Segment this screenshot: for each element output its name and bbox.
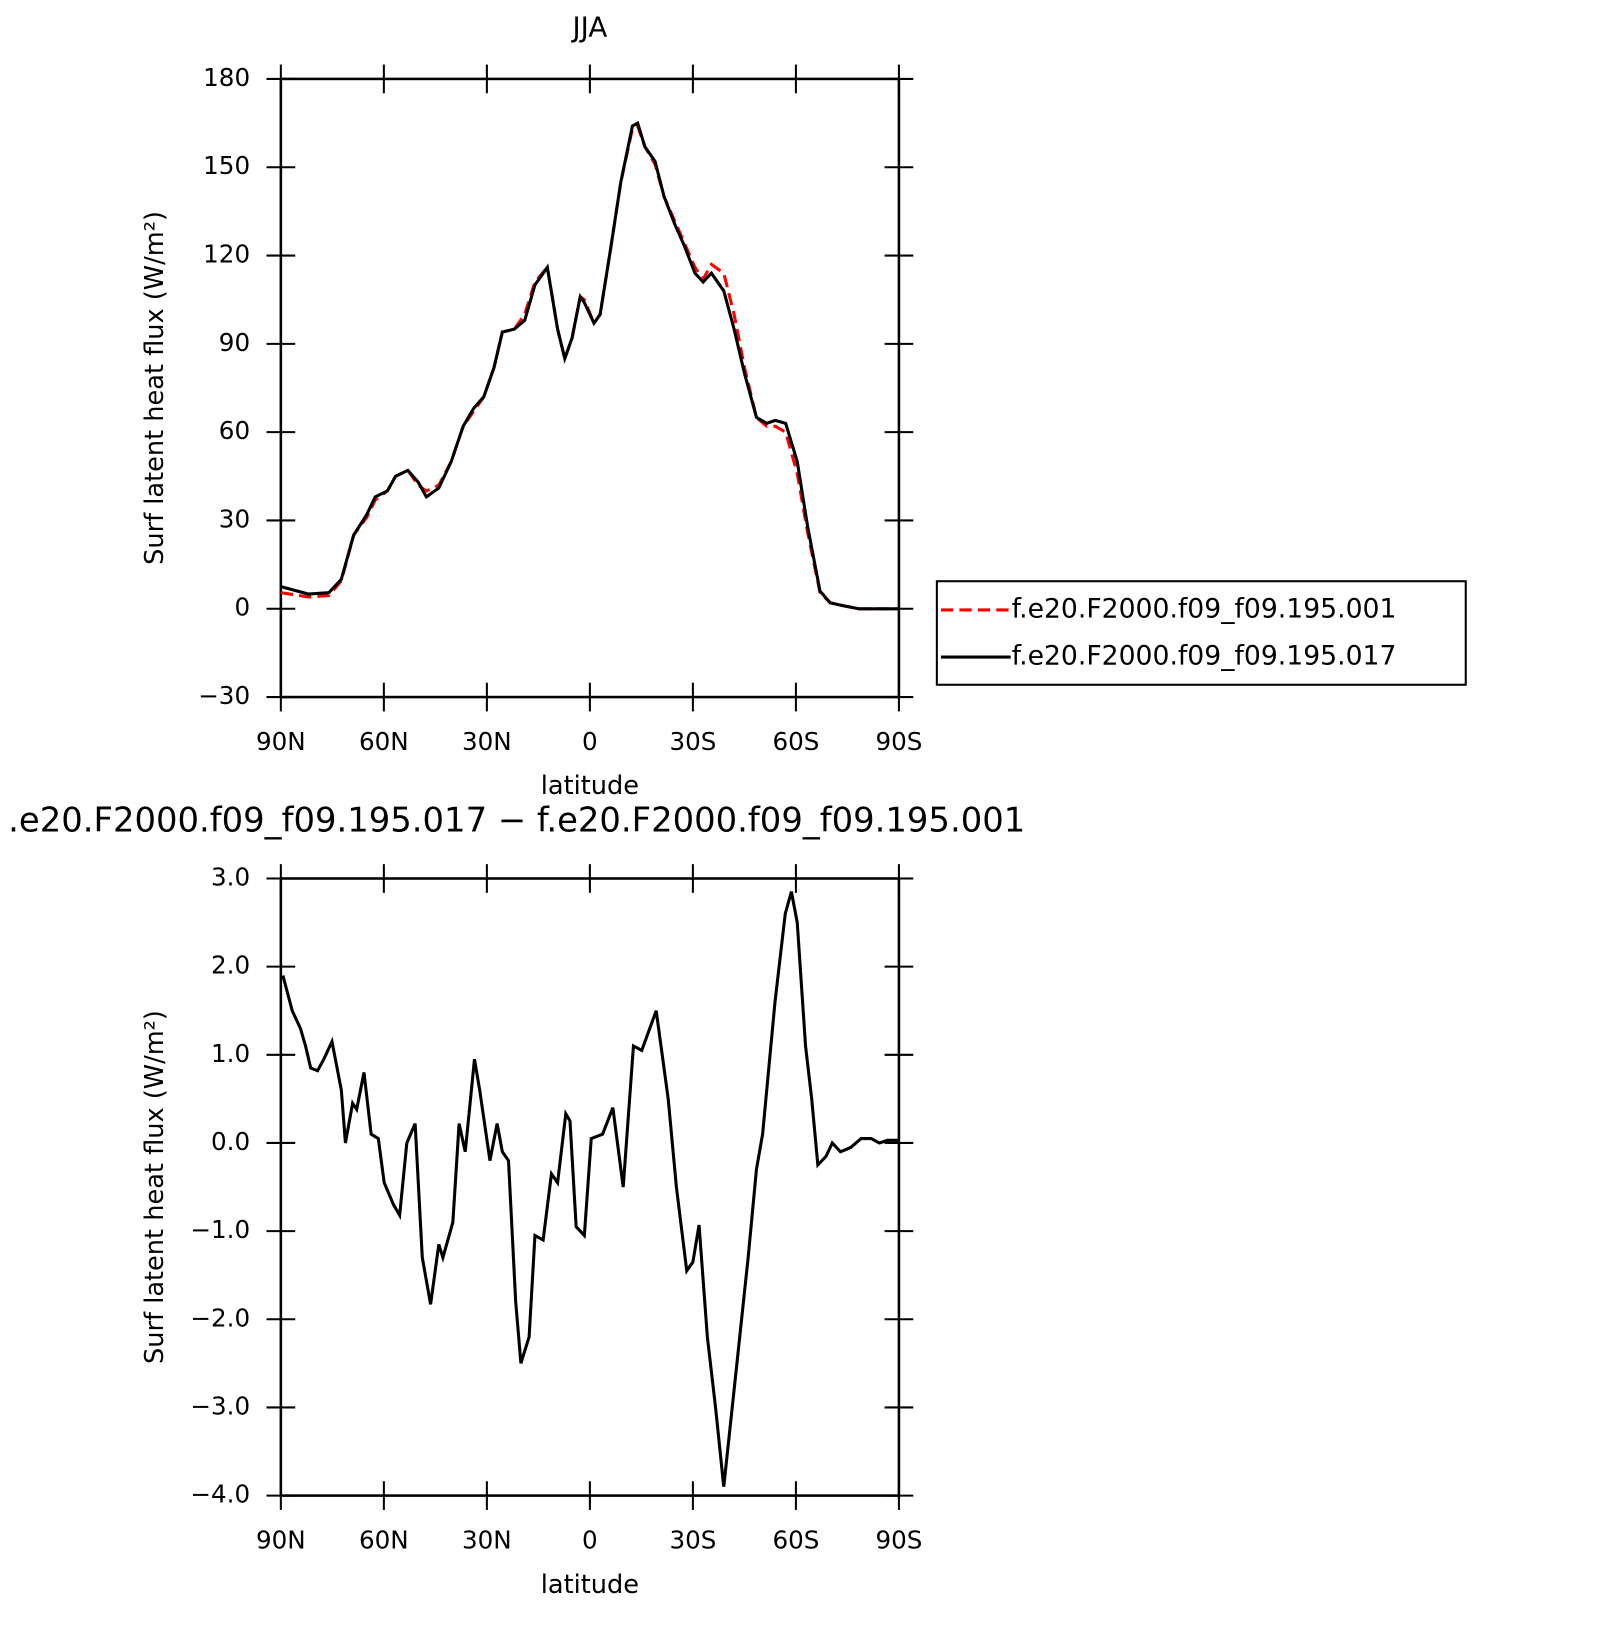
plot-frame <box>279 877 901 1497</box>
x-tick-label: 90S <box>875 727 922 756</box>
y-tick-label: 120 <box>203 240 250 269</box>
y-tick-label: 30 <box>219 504 250 533</box>
legend-box <box>935 580 1467 686</box>
x-axis-label: latitude <box>541 771 639 801</box>
y-tick-label: −30 <box>198 681 250 710</box>
x-tick-label: 0 <box>582 727 598 756</box>
x-tick-label: 90S <box>875 1526 922 1555</box>
y-tick-label: 60 <box>219 416 250 445</box>
y-tick-label: 150 <box>203 151 250 180</box>
plot-frame <box>279 77 901 699</box>
x-axis-label: latitude <box>541 1570 639 1600</box>
y-axis-label: Surf latent heat flux (W/m²) <box>140 1010 170 1364</box>
legend-label: f.e20.F2000.f09_f09.195.001 <box>1012 593 1397 624</box>
data-line <box>280 120 899 611</box>
y-tick-label: 2.0 <box>211 951 250 980</box>
y-tick-label: 0 <box>234 593 250 622</box>
x-tick-label: 60S <box>772 727 819 756</box>
chart-title: .e20.F2000.f09_f09.195.017 − f.e20.F2000… <box>8 801 1025 840</box>
y-tick-label: 180 <box>203 63 250 92</box>
x-tick-label: 60N <box>359 1526 409 1555</box>
y-tick-label: 0.0 <box>211 1127 250 1156</box>
x-tick-label: 30N <box>462 1526 512 1555</box>
y-tick-label: −3.0 <box>190 1391 250 1420</box>
y-tick-label: 1.0 <box>211 1039 250 1068</box>
x-tick-label: 60S <box>772 1526 819 1555</box>
data-line <box>280 123 899 611</box>
y-tick-label: −1.0 <box>190 1215 250 1244</box>
x-tick-label: 30S <box>669 727 716 756</box>
x-tick-label: 90N <box>256 727 306 756</box>
y-tick-label: 90 <box>219 328 250 357</box>
x-tick-label: 60N <box>359 727 409 756</box>
y-tick-label: −4.0 <box>190 1480 250 1509</box>
x-tick-label: 0 <box>582 1526 598 1555</box>
x-tick-label: 30S <box>669 1526 716 1555</box>
data-line <box>281 891 898 1487</box>
y-tick-label: 3.0 <box>211 862 250 891</box>
chart-title: JJA <box>571 11 608 44</box>
y-tick-label: −2.0 <box>190 1303 250 1332</box>
x-tick-label: 90N <box>256 1526 306 1555</box>
legend-label: f.e20.F2000.f09_f09.195.017 <box>1012 641 1397 672</box>
y-axis-label: Surf latent heat flux (W/m²) <box>140 211 170 565</box>
x-tick-label: 30N <box>462 727 512 756</box>
